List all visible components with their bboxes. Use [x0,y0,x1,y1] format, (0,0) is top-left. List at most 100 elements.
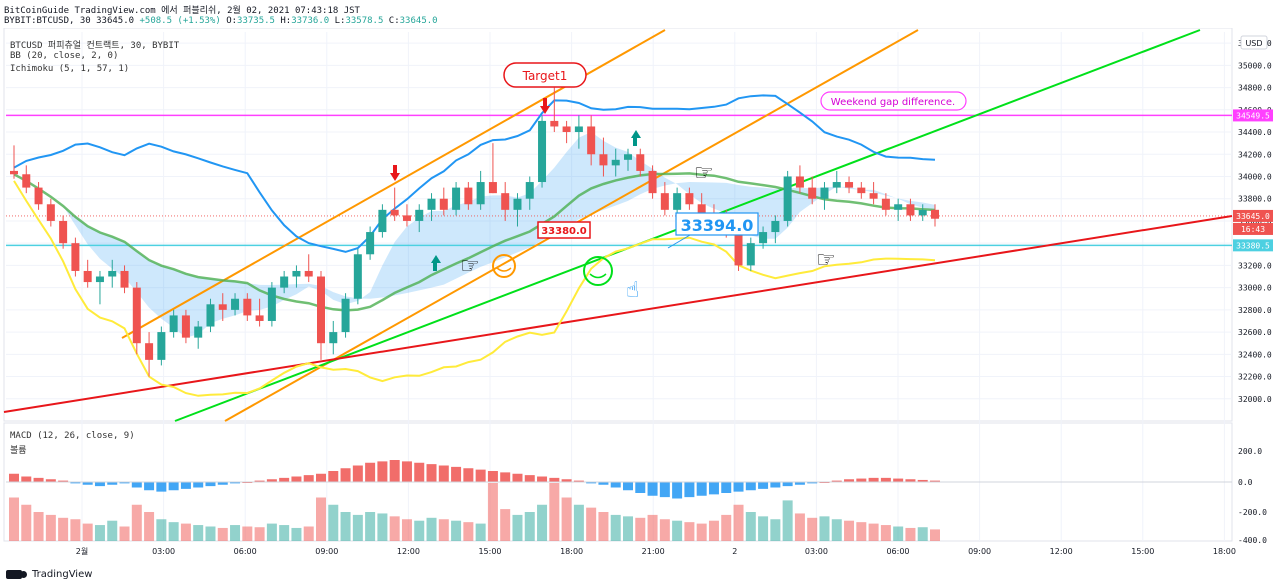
candle-body [218,304,227,310]
countdown-bg [1233,222,1273,235]
volume-bar [426,517,437,541]
volume-bar [696,523,707,541]
volume-bar [868,523,879,541]
y-tick-label: 33200.0 [1238,261,1272,270]
macd-hist-bar [758,482,769,489]
volume-bar [291,527,302,541]
level-box[interactable]: 33380.0 [537,221,591,239]
candle-body [402,215,411,221]
macd-hist-bar [9,473,19,482]
macd-hist-bar [119,482,130,484]
volume-bar [144,512,155,541]
macd-hist-bar [487,471,498,482]
support-level-tag-bg [1233,239,1273,252]
last-price-tag-bg [1233,209,1273,222]
candle-body [317,276,325,344]
candle-body [390,209,399,216]
candle-body [427,198,436,210]
volume-bar [844,520,855,541]
symbol-legend: BTCUSD 퍼피츄얼 컨트랙트, 30, BYBIT [10,41,180,51]
candle-body [795,176,804,188]
macd-hist-bar [254,480,265,482]
candle-body [636,154,645,171]
volume-bar [156,519,167,541]
candle-body [59,220,68,244]
publish-info: BitCoinGuide TradingView.com 에서 퍼블리쉬, 2월… [4,6,360,16]
macd-hist-bar [708,482,719,495]
volume-bar [70,519,81,541]
macd-hist-bar [438,465,449,482]
volume-bar [365,512,376,541]
macd-hist-bar [930,480,940,482]
candle-body [353,254,362,299]
volume-bar [831,519,842,541]
macd-hist-bar [745,482,756,491]
volume-bar [794,513,805,541]
y-tick-label: 34400.0 [1238,128,1272,137]
volume-bar [414,520,425,541]
macd-hist-bar [770,482,781,488]
candle-body [145,343,154,360]
price-callout[interactable]: 33394.0 [667,212,759,249]
volume-bar [303,526,314,541]
main-pane[interactable] [3,28,1233,422]
currency-label: USD [1245,39,1262,48]
x-tick-label: 09:00 [315,547,338,556]
macd-hist-bar [58,480,69,482]
candle-body [869,193,878,199]
candle-body [501,193,510,210]
macd-hist-bar [610,482,621,488]
macd-hist-bar [598,482,609,485]
cloud-area [14,132,935,338]
pointing-hand-icon: ☞ [816,248,836,273]
weekend-gap-callout[interactable]: Weekend gap difference. [820,91,967,111]
candle-body [95,276,104,283]
candle-body [599,154,608,166]
volume-bar [487,483,498,541]
macd-tick-label: 0.0 [1238,478,1253,487]
volume-bar [377,513,388,541]
candle-body [587,126,596,155]
weekend-gap-label: Weekend gap difference. [831,97,955,108]
target1-callout[interactable]: Target1 [503,62,587,88]
candle-body [10,170,18,175]
time-axis[interactable]: 2월 03:00 06:00 09:00 12:00 15:00 18:00 21:00 2 03… [76,546,1236,556]
price-chart[interactable]: 32000.0 32200.0 32400.0 32600.0 32800.0 33000… [0,28,1280,568]
x-tick-label: 03:00 [805,547,828,556]
x-tick-label: 21:00 [642,547,665,556]
y-tick-label: 35000.0 [1238,61,1272,70]
candle-body [931,209,939,219]
volume-bar [782,500,793,541]
candle-body [194,326,203,338]
macd-hist-bar [70,482,81,484]
volume-bar [131,504,142,541]
macd-hist-bar [733,482,744,492]
candle-body [550,120,559,127]
macd-hist-bar [82,482,93,485]
volume-bar [610,514,621,541]
footer: TradingView [6,569,92,580]
y-tick-label: 32000.0 [1238,395,1272,404]
candle-body [169,315,178,333]
price-axis[interactable]: 32000.0 32200.0 32400.0 32600.0 32800.0 33000… [1233,35,1273,545]
candle-body [538,120,547,183]
candle-body [378,209,387,233]
candle-body [132,287,141,344]
volume-bar [856,522,867,541]
x-tick-label: 12:00 [1050,547,1073,556]
candle-body [697,204,706,216]
current-price: 33645.0 [96,16,135,26]
ichimoku-legend: Ichimoku (5, 1, 57, 1) [10,64,130,74]
macd-hist-bar [279,477,290,482]
volume-bar [401,519,412,541]
target1-label: Target1 [522,69,568,83]
volume-bar [893,526,904,541]
macd-tick-label: -200.0 [1238,508,1267,517]
macd-tick-label: -400.0 [1238,536,1267,545]
pointing-hand-icon: ☝ [626,278,639,303]
y-tick-label: 34800.0 [1238,84,1272,93]
y-tick-label: 32600.0 [1238,328,1272,337]
volume-bar [758,516,769,541]
volume-bar [549,483,560,541]
trend-line-red [3,215,1233,413]
